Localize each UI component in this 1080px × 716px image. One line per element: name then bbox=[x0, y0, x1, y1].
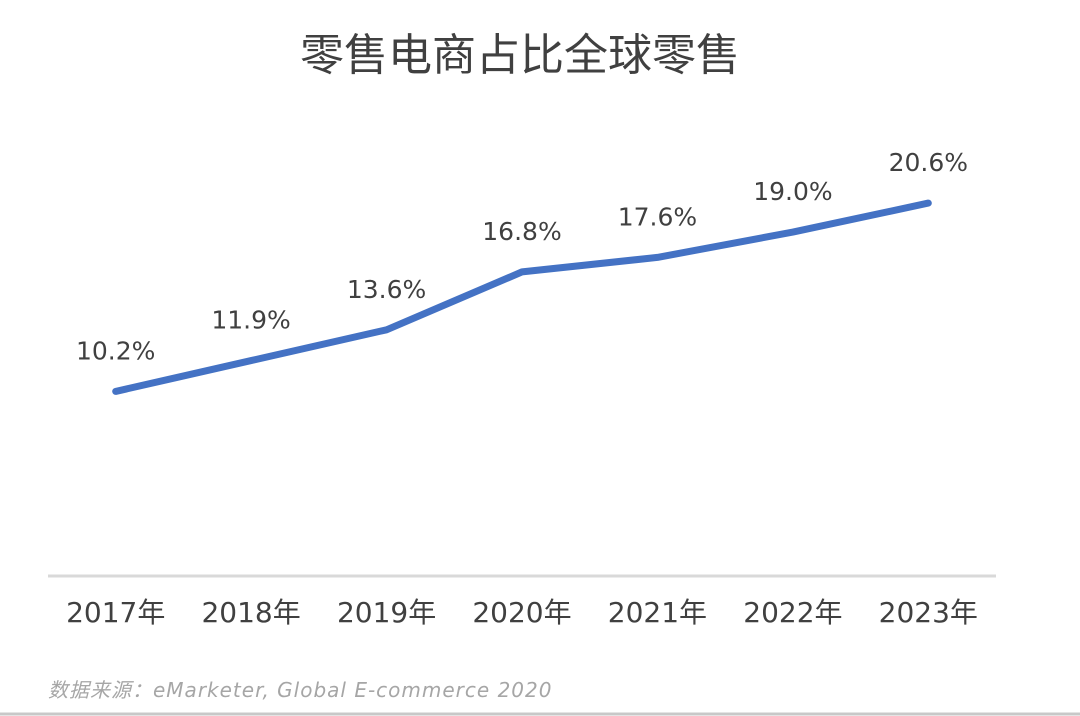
source-note: 数据来源：eMarketer, Global E-commerce 2020 bbox=[48, 678, 552, 702]
x-tick-label: 2023年 bbox=[879, 596, 978, 629]
chart-title: 零售电商占比全球零售 bbox=[300, 30, 740, 81]
x-tick-label: 2022年 bbox=[743, 596, 842, 629]
series-line bbox=[112, 199, 932, 395]
x-tick-label: 2021年 bbox=[608, 596, 707, 629]
x-tick-label: 2020年 bbox=[472, 596, 571, 629]
data-label: 13.6% bbox=[347, 275, 426, 304]
data-labels: 10.2% 11.9% 13.6% 16.8% 17.6% 19.0% 20.6% bbox=[76, 148, 968, 365]
data-label: 10.2% bbox=[76, 336, 155, 365]
data-label: 20.6% bbox=[889, 148, 968, 177]
x-tick-label: 2018年 bbox=[201, 596, 300, 629]
data-label: 16.8% bbox=[482, 217, 561, 246]
data-label: 19.0% bbox=[753, 177, 832, 206]
x-tick-label: 2017年 bbox=[66, 596, 165, 629]
data-label: 11.9% bbox=[211, 306, 290, 335]
x-tick-labels: 2017年 2018年 2019年 2020年 2021年 2022年 2023年 bbox=[66, 596, 978, 629]
data-label: 17.6% bbox=[618, 202, 697, 231]
x-tick-label: 2019年 bbox=[337, 596, 436, 629]
